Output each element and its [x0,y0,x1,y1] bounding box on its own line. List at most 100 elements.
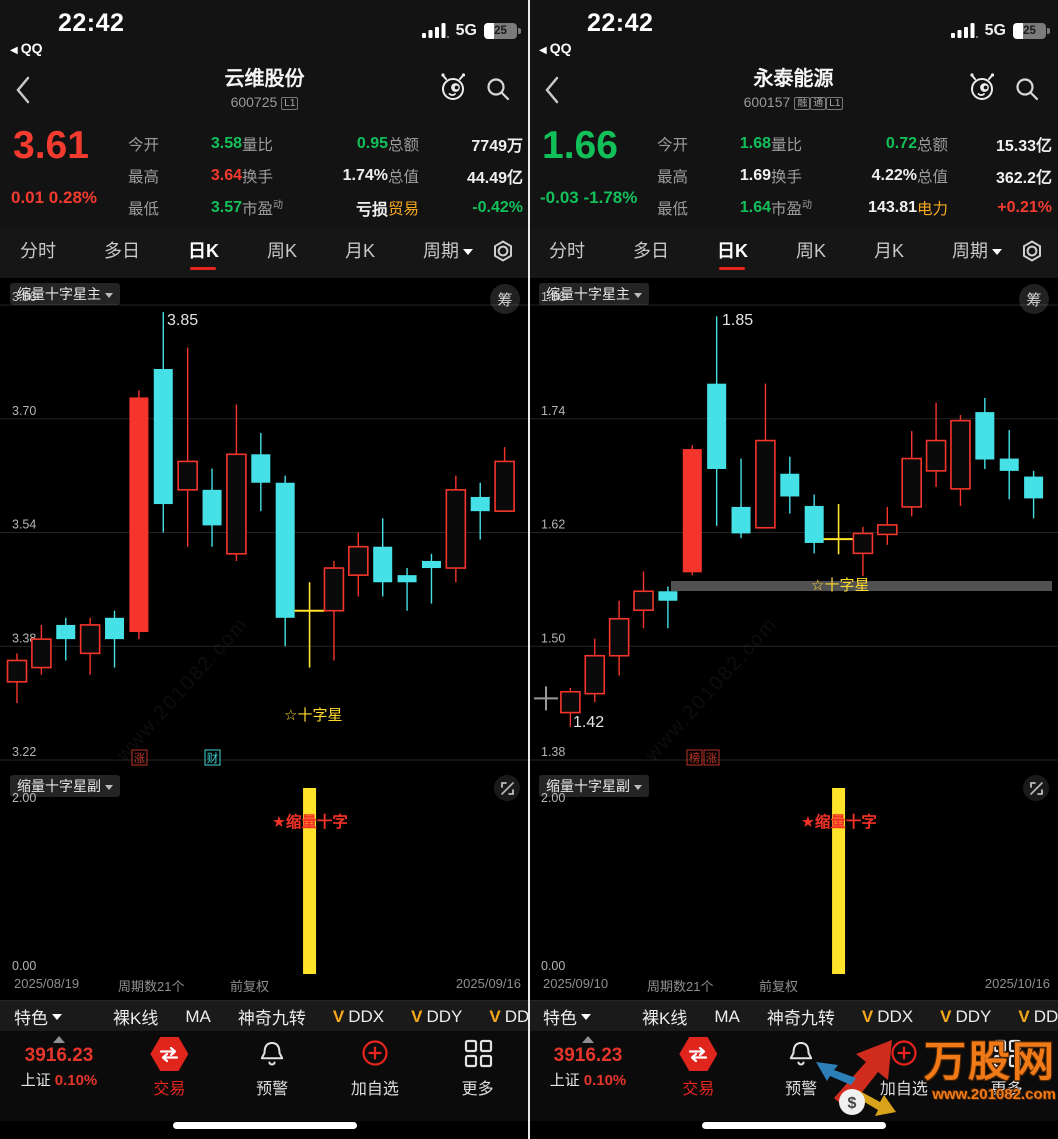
tab-周K[interactable]: 周K [266,240,297,261]
tab-周期[interactable]: 周期 [952,237,1002,270]
stock-header: 云维股份 600725 L1 [105,62,425,110]
sub-indicator-chart[interactable]: 2.00 0.00 ★缩量十字 [0,770,529,976]
tab-周K[interactable]: 周K [795,240,826,261]
indicator-tab-神奇九转[interactable]: 神奇九转 [237,1009,306,1028]
tab-分时[interactable]: 分时 [549,240,585,261]
expand-button[interactable] [1023,775,1049,801]
add-circle-icon [362,1040,388,1066]
nav-预警[interactable]: 预警 [761,1033,841,1121]
chevron-down-icon [462,248,473,255]
quote-label: 量比 [242,137,274,154]
main-indicator-selector[interactable]: 缩量十字星主 [10,283,120,305]
nav-label: 预警 [256,1081,289,1098]
sub-indicator-chart[interactable]: 2.00 0.00 ★缩量十字 [529,770,1058,976]
expand-button[interactable] [494,775,520,801]
wencai-robot-button[interactable] [966,72,998,109]
tab-多日[interactable]: 多日 [632,240,669,261]
home-indicator[interactable] [172,1122,357,1129]
quote-grid: 今开 1.68 量比 0.72 总额 15.33亿 最高 1.69 换手 4.22% 总值 362.2… [657,128,1052,224]
stock-change: -0.03 -1.78% [540,188,638,207]
indicator-tab-神奇九转[interactable]: 神奇九转 [766,1009,835,1028]
tab-分时[interactable]: 分时 [20,240,56,261]
chevron-down-icon [991,248,1002,255]
sub-indicator-selector[interactable]: 缩量十字星副 [10,775,120,797]
signal-icon [421,23,449,38]
expand-icon [500,781,514,795]
quote-panel[interactable]: 1.66 -0.03 -1.78% 今开 1.68 量比 0.72 总额 15.33亿 最高… [529,122,1058,228]
indicator-tab-DDZ[interactable]: VDDZ [489,1006,529,1026]
trade-hexagon-icon [150,1037,189,1071]
search-button[interactable] [1014,76,1040,107]
tab-月K[interactable]: 月K [344,240,375,261]
sub-indicator-selector[interactable]: 缩量十字星副 [539,775,649,797]
stock-change: 0.01 0.28% [11,188,98,207]
status-icons: 5G 25 [421,22,521,40]
indicator-tab-bar: 特色裸K线MA神奇九转VDDXVDDYVDDZV [0,1000,529,1032]
back-button[interactable] [14,75,38,107]
svg-text:0.00: 0.00 [12,959,36,973]
tab-日K[interactable]: 日K [717,237,748,270]
tab-月K[interactable]: 月K [873,240,904,261]
indicator-tab-裸K线[interactable]: 裸K线 [642,1009,688,1028]
settings-gear-button[interactable] [1018,237,1046,270]
network-label: 5G [984,22,1006,39]
nav-交易[interactable]: 交易 [658,1033,738,1121]
carrier-indicator[interactable]: ◀ QQ [539,40,572,56]
quote-panel[interactable]: 3.61 0.01 0.28% 今开 3.58 量比 0.95 总额 7749万 最高 3.6… [0,122,529,228]
robot-icon [441,73,466,100]
index-quote[interactable]: 3916.23 上证 0.10% [0,1031,118,1121]
candlestick-chart[interactable]: 1.86 1.74 1.62 1.50 1.38 1.85 1.42 ☆十字星榜涨 [529,278,1058,770]
chevron-down-icon [581,1013,591,1020]
nav-加自选[interactable]: 加自选 [864,1033,944,1121]
date-end: 2025/10/16 [984,976,1050,991]
home-indicator[interactable] [701,1122,886,1129]
wencai-robot-button[interactable] [437,72,469,109]
quote-label: 换手 [242,169,274,186]
tab-日K[interactable]: 日K [188,237,219,270]
search-button[interactable] [485,76,511,107]
quote-label: 总额 [388,137,420,154]
settings-gear-button[interactable] [489,237,517,270]
indicator-tab-DDX[interactable]: V DDX [332,1006,385,1026]
svg-text:3.38: 3.38 [12,631,36,645]
vip-icon: V [940,1006,952,1026]
indicator-tab-DDY[interactable]: V DDY [940,1006,992,1026]
indicator-tab-DDX[interactable]: V DDX [861,1006,914,1026]
nav-更多[interactable]: 更多 [438,1033,518,1121]
index-value: 3916.23 [553,1045,623,1066]
adjust-mode[interactable]: 前复权 [230,979,270,994]
main-indicator-selector[interactable]: 缩量十字星主 [539,283,649,305]
indicator-tab-特色[interactable]: 特色 [543,1004,591,1029]
tab-多日[interactable]: 多日 [103,240,140,261]
adjust-mode[interactable]: 前复权 [759,979,799,994]
sub-chart-area: 缩量十字星副 2.000.00★缩量十字 www.201082.com [529,770,1058,976]
quote-value: 362.2亿 [995,170,1052,187]
nav-交易[interactable]: 交易 [129,1033,209,1121]
chips-badge[interactable]: 筹 [490,284,520,314]
stock-panel-left: 22:42 ◀ QQ 5G 25 云维股份 600725 L1 3.61 0.01 … [0,0,529,1139]
nav-label: 交易 [682,1081,715,1098]
tab-周期[interactable]: 周期 [423,237,473,270]
indicator-tab-DDY[interactable]: V DDY [411,1006,463,1026]
nav-加自选[interactable]: 加自选 [335,1033,415,1121]
stock-code: 600725 [230,93,278,110]
nav-预警[interactable]: 预警 [232,1033,312,1121]
indicator-tab-特色[interactable]: 特色 [14,1004,62,1029]
indicator-tab-MA[interactable]: MA [714,1006,740,1026]
carrier-indicator[interactable]: ◀ QQ [10,40,43,56]
quote-value: 4.22% [871,167,917,184]
nav-更多[interactable]: 更多 [967,1033,1047,1121]
date-row: 2025/08/19 周期数21个 前复权 2025/09/16 [0,976,529,1000]
chips-badge[interactable]: 筹 [1019,284,1049,314]
stock-code: 600157 [743,93,791,110]
indicator-tab-DDZ[interactable]: VDDZ [1018,1006,1058,1026]
indicator-tab-裸K线[interactable]: 裸K线 [113,1009,159,1028]
sub-chart-area: 缩量十字星副 2.000.00★缩量十字 www.201082.com [0,770,529,976]
quote-value: 3.58 [210,135,242,152]
quote-value: -0.42% [472,199,523,216]
back-button[interactable] [543,75,567,107]
index-quote[interactable]: 3916.23 上证 0.10% [529,1031,647,1121]
indicator-tab-MA[interactable]: MA [185,1006,211,1026]
time-label: 22:42 [587,9,654,37]
